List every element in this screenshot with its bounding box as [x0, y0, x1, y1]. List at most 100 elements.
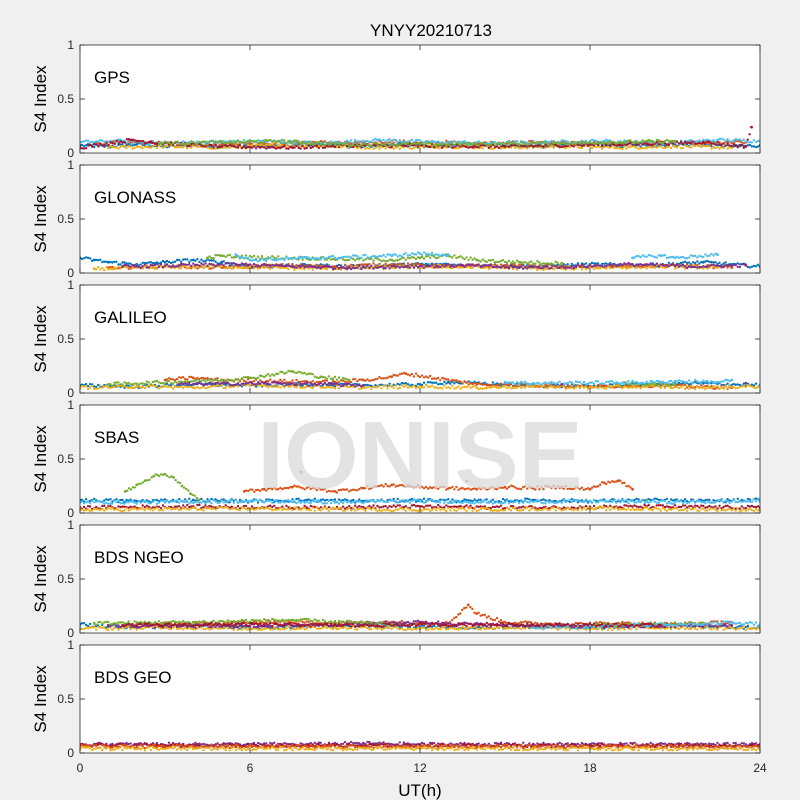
data-point: [435, 143, 438, 146]
data-point: [285, 264, 288, 268]
data-point: [80, 384, 84, 388]
data-point: [408, 266, 412, 269]
data-point: [489, 264, 492, 267]
data-point: [171, 498, 175, 501]
data-point: [483, 142, 486, 145]
data-point: [712, 261, 715, 264]
data-point: [641, 141, 644, 144]
data-point: [123, 141, 127, 144]
data-point: [358, 387, 361, 391]
data-point: [352, 263, 355, 267]
data-point: [736, 265, 739, 268]
data-point: [345, 259, 349, 262]
data-point: [370, 144, 373, 148]
data-point: [196, 258, 199, 261]
data-point: [380, 387, 383, 390]
data-point: [238, 379, 242, 382]
data-point: [210, 263, 213, 266]
data-point: [301, 386, 304, 389]
data-point: [218, 263, 221, 266]
data-point: [321, 256, 325, 259]
data-point: [364, 386, 367, 390]
data-point: [750, 141, 754, 144]
data-point: [445, 382, 448, 385]
data-point: [518, 263, 521, 267]
data-point: [491, 143, 495, 147]
data-point: [410, 147, 414, 150]
data-point: [499, 382, 503, 385]
data-point: [528, 264, 531, 267]
data-point: [297, 267, 300, 270]
data-point: [382, 138, 385, 141]
data-point: [123, 386, 126, 389]
data-point: [250, 259, 254, 262]
data-point: [570, 141, 573, 145]
series-6: [234, 251, 719, 263]
data-point: [530, 144, 533, 147]
data-point: [453, 387, 456, 390]
data-point: [596, 264, 600, 267]
data-point: [362, 263, 365, 266]
data-point: [570, 385, 573, 388]
data-point: [716, 385, 719, 388]
data-point: [426, 376, 430, 379]
data-point: [206, 378, 209, 382]
data-point: [319, 258, 322, 261]
data-point: [307, 372, 310, 375]
data-point: [135, 265, 138, 268]
data-point: [384, 144, 387, 148]
data-point: [149, 140, 153, 144]
data-point: [277, 266, 280, 269]
data-point: [530, 265, 533, 268]
data-point: [236, 382, 240, 385]
data-point: [250, 146, 254, 149]
data-point: [186, 142, 189, 146]
data-point: [528, 261, 531, 264]
data-point: [171, 382, 175, 385]
data-point: [544, 381, 547, 384]
data-point: [279, 381, 282, 384]
data-point: [647, 384, 650, 387]
data-point: [471, 146, 474, 149]
data-point: [210, 144, 213, 147]
data-point: [210, 380, 213, 383]
data-point: [683, 144, 687, 147]
data-point: [552, 268, 555, 271]
data-point: [453, 265, 456, 269]
data-point: [406, 386, 410, 389]
data-point: [465, 266, 468, 269]
data-point: [117, 138, 120, 141]
data-point: [220, 383, 223, 387]
data-point: [445, 254, 448, 258]
data-point: [455, 386, 458, 389]
data-point: [248, 258, 252, 262]
data-point: [161, 259, 165, 263]
data-point: [244, 143, 248, 146]
data-point: [232, 144, 235, 148]
data-point: [576, 385, 580, 388]
data-point: [511, 260, 515, 263]
data-point: [398, 147, 401, 151]
data-point: [495, 145, 499, 148]
data-point: [232, 142, 235, 145]
data-point: [428, 381, 432, 384]
data-point: [558, 380, 561, 383]
data-point: [129, 498, 132, 501]
data-point: [432, 140, 436, 144]
data-point: [414, 141, 418, 144]
data-point: [226, 266, 229, 269]
data-point: [374, 146, 377, 150]
data-point: [568, 146, 571, 149]
data-point: [178, 385, 181, 389]
y-tick-label: 1: [67, 158, 74, 172]
data-point: [271, 264, 274, 267]
data-point: [204, 387, 207, 390]
data-point: [105, 384, 108, 388]
data-point: [685, 384, 689, 388]
data-point: [592, 142, 596, 145]
data-point: [384, 140, 387, 143]
data-point: [580, 141, 584, 144]
data-point: [127, 386, 130, 390]
data-point: [145, 145, 148, 149]
data-point: [198, 381, 201, 384]
